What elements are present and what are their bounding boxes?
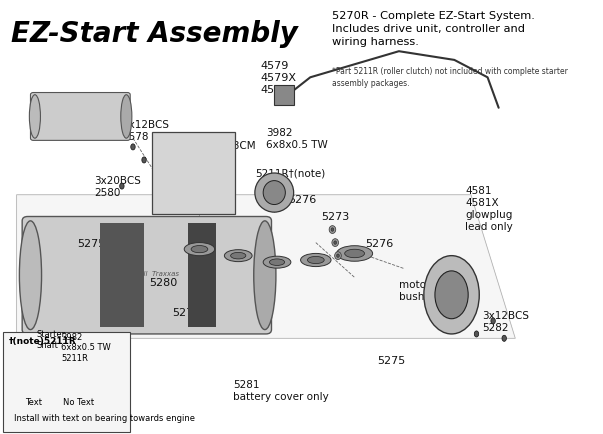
Ellipse shape: [254, 221, 276, 330]
Ellipse shape: [308, 257, 324, 264]
Text: 5276: 5276: [172, 308, 200, 317]
Text: 5273: 5273: [321, 212, 350, 222]
FancyBboxPatch shape: [153, 132, 236, 215]
Text: 5276: 5276: [365, 238, 394, 248]
Ellipse shape: [435, 271, 468, 319]
Text: 5270R - Complete EZ-Start System.
Includes drive unit, controller and
wiring har: 5270R - Complete EZ-Start System. Includ…: [332, 11, 535, 47]
Text: motor
bushing: motor bushing: [399, 280, 441, 302]
Ellipse shape: [30, 95, 40, 139]
Text: 5280: 5280: [150, 277, 178, 287]
Ellipse shape: [491, 318, 495, 324]
Ellipse shape: [336, 254, 339, 258]
Ellipse shape: [131, 145, 135, 151]
Ellipse shape: [332, 239, 338, 247]
Text: 5279: 5279: [50, 99, 78, 109]
Ellipse shape: [475, 331, 479, 337]
Ellipse shape: [224, 250, 252, 262]
Text: EZ-Start Assembly: EZ-Start Assembly: [11, 20, 298, 47]
Text: 3x12BCS
5282: 3x12BCS 5282: [482, 310, 529, 332]
Ellipse shape: [345, 250, 364, 258]
Ellipse shape: [334, 241, 336, 245]
Text: 5211R†(note): 5211R†(note): [255, 169, 325, 178]
Ellipse shape: [335, 252, 341, 260]
Text: Text        No Text: Text No Text: [25, 397, 94, 406]
Ellipse shape: [300, 254, 331, 267]
Ellipse shape: [142, 158, 147, 164]
Ellipse shape: [191, 246, 208, 253]
Ellipse shape: [336, 246, 373, 262]
Ellipse shape: [424, 256, 479, 334]
Text: 3982
6x8x0.5 TW: 3982 6x8x0.5 TW: [266, 128, 327, 150]
FancyBboxPatch shape: [3, 332, 130, 432]
FancyBboxPatch shape: [99, 224, 144, 328]
Ellipse shape: [255, 174, 294, 213]
Text: 4581
4581X
glowplug
lead only: 4581 4581X glowplug lead only: [466, 185, 513, 231]
Text: 4579
4579X
4583: 4579 4579X 4583: [260, 61, 297, 95]
Ellipse shape: [331, 228, 334, 232]
FancyBboxPatch shape: [22, 217, 271, 334]
FancyBboxPatch shape: [274, 85, 294, 105]
FancyBboxPatch shape: [31, 93, 130, 141]
Text: 3982
6x8x0.5 TW
5211R: 3982 6x8x0.5 TW 5211R: [61, 332, 111, 362]
Ellipse shape: [230, 253, 246, 259]
Polygon shape: [17, 195, 516, 339]
Text: 2.6x8CM
5169: 2.6x8CM 5169: [210, 141, 256, 163]
Ellipse shape: [121, 95, 132, 139]
Text: 5281
battery cover only: 5281 battery cover only: [233, 380, 329, 401]
Text: *Part 5211R (roller clutch) not included with complete starter
assembly packages: *Part 5211R (roller clutch) not included…: [332, 67, 568, 87]
Text: Install with text on bearing towards engine: Install with text on bearing towards eng…: [14, 413, 195, 422]
FancyBboxPatch shape: [188, 224, 216, 328]
Text: 5275: 5275: [377, 355, 405, 365]
Ellipse shape: [329, 226, 336, 234]
Text: 5276: 5276: [288, 195, 317, 204]
Ellipse shape: [502, 335, 507, 342]
Ellipse shape: [263, 256, 291, 269]
Text: 3x20BCS
2580: 3x20BCS 2580: [94, 176, 141, 197]
Text: Erapptell  Traxxas: Erapptell Traxxas: [116, 270, 179, 276]
Text: 3x12BCS
2578: 3x12BCS 2578: [122, 119, 169, 141]
Ellipse shape: [119, 184, 124, 190]
Text: †(note)5211R: †(note)5211R: [8, 336, 76, 345]
Ellipse shape: [185, 243, 215, 256]
Text: Starter
Shaft: Starter Shaft: [36, 330, 65, 349]
Ellipse shape: [270, 259, 285, 266]
Ellipse shape: [19, 221, 42, 330]
Ellipse shape: [263, 181, 285, 205]
Text: 5275: 5275: [78, 238, 106, 248]
